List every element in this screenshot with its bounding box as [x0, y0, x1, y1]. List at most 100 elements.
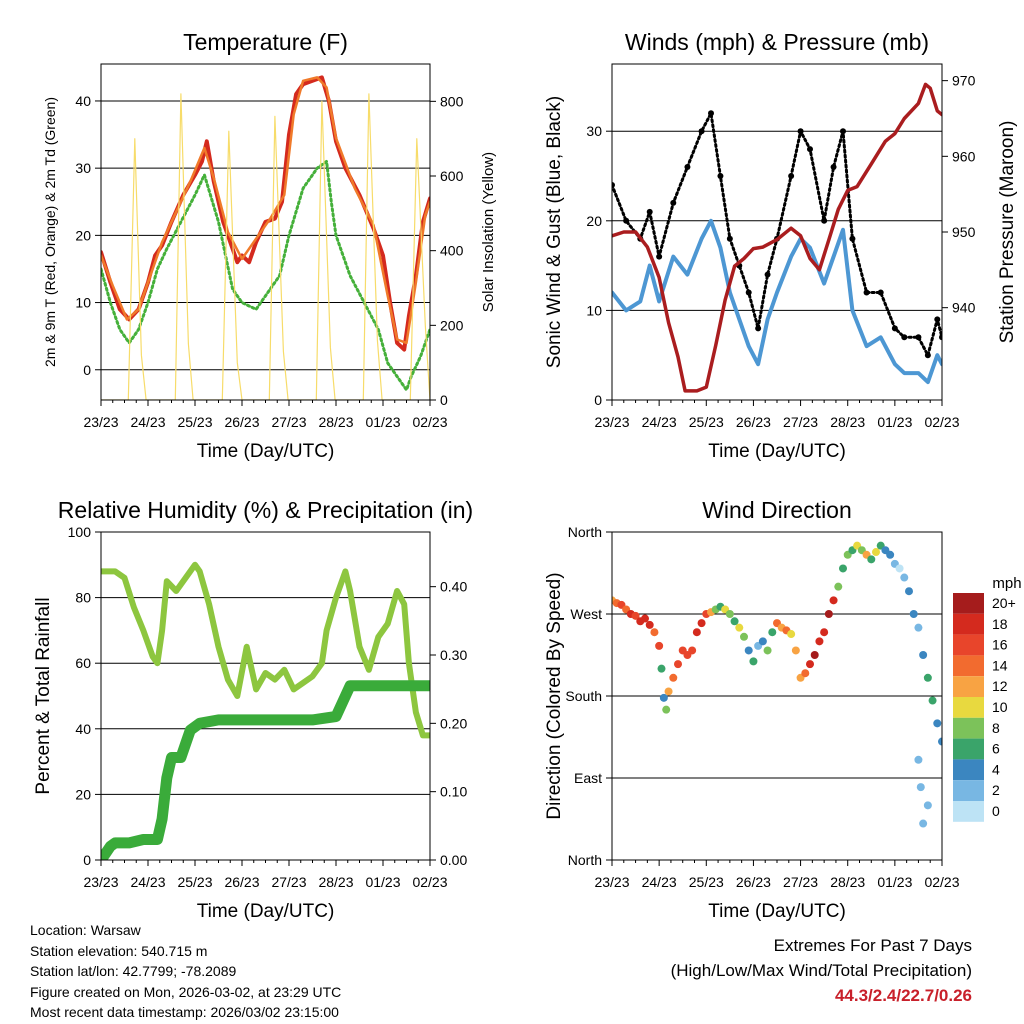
- direction-point: [758, 637, 767, 646]
- gust-point: [745, 289, 752, 296]
- gust-point: [807, 146, 813, 153]
- humidity-ytick-label: 80: [75, 590, 91, 606]
- direction-point: [662, 705, 671, 714]
- colorbar-label: 4: [992, 761, 1000, 777]
- humidity-ytick-right-label: 0.30: [440, 647, 467, 663]
- temperature-ytick-label: 40: [75, 93, 91, 109]
- gust-point: [877, 289, 884, 296]
- wind_direction-ytick-label: North: [568, 852, 602, 868]
- direction-point: [787, 630, 796, 639]
- direction-point: [688, 646, 697, 655]
- gust-point: [717, 173, 724, 179]
- direction-point: [839, 564, 847, 573]
- wind_direction-xtick-label: 02/23: [924, 874, 959, 890]
- temperature-ytick-label: 20: [75, 227, 91, 243]
- wind_direction-ylabel: Direction (Colored By Speed): [544, 572, 565, 819]
- humidity-ytick-right-label: 0.10: [440, 784, 467, 800]
- direction-point: [919, 819, 928, 828]
- temperature-series-2m-td: [101, 159, 430, 392]
- colorbar-label: 10: [992, 699, 1008, 715]
- figure-created: Figure created on Mon, 2026-03-02, at 23…: [30, 983, 342, 1000]
- temperature-plot-area: [101, 75, 430, 400]
- gust-point: [698, 128, 705, 135]
- humidity-series-relative-humidity: [101, 561, 430, 739]
- gust-point: [684, 164, 691, 171]
- gust-point: [646, 208, 653, 215]
- direction-point: [645, 620, 654, 629]
- direction-point: [895, 564, 904, 573]
- colorbar-label: 16: [992, 637, 1008, 653]
- winds-xtick-label: 28/23: [830, 414, 865, 430]
- temperature-ytick-right-label: 0: [440, 392, 448, 408]
- extremes-panel: Extremes For Past 7 Days (High/Low/Max W…: [671, 933, 972, 1008]
- gust-point: [830, 164, 837, 171]
- extremes-subtitle: (High/Low/Max Wind/Total Precipitation): [670, 961, 972, 980]
- winds-chart: Winds (mph) & Pressure (mb) 0 10 20 30 940 950…: [544, 29, 1018, 462]
- wind_direction-xtick-label: 24/23: [642, 874, 677, 890]
- winds-xlabel: Time (Day/UTC): [708, 441, 846, 462]
- direction-point: [641, 614, 649, 623]
- temperature-xtick-label: 25/23: [177, 414, 212, 430]
- winds-xtick-label: 02/23: [924, 414, 959, 430]
- colorbar-swatch: [953, 634, 984, 656]
- colorbar-label: 8: [992, 720, 1000, 736]
- winds-xtick-label: 24/23: [642, 414, 677, 430]
- humidity-ytick-label: 100: [68, 524, 92, 540]
- colorbar-label: 0: [992, 803, 1000, 819]
- winds-ytick-right-label: 940: [952, 300, 976, 316]
- direction-point: [659, 693, 668, 702]
- direction-point: [655, 641, 664, 650]
- gust-point: [726, 235, 733, 242]
- wind_direction-xtick-label: 28/23: [830, 874, 865, 890]
- colorbar-label: 12: [992, 678, 1008, 694]
- humidity-plot-area: [101, 561, 430, 860]
- gust-point: [939, 334, 942, 341]
- direction-point: [829, 596, 838, 605]
- colorbar-swatch: [953, 676, 984, 697]
- colorbar-swatch: [953, 759, 984, 781]
- wind_direction-frame: [611, 531, 943, 861]
- direction-point: [791, 646, 800, 655]
- winds-ytick-right-label: 950: [952, 224, 976, 240]
- winds-xtick-label: 25/23: [689, 414, 724, 430]
- winds-ylabel: Sonic Wind & Gust (Blue, Black): [544, 96, 565, 368]
- humidity-xtick-label: 28/23: [318, 874, 353, 890]
- temperature-xtick-label: 26/23: [224, 414, 259, 430]
- direction-point: [674, 660, 682, 669]
- colorbar-label: 2: [992, 782, 1000, 798]
- wind_direction-plot-area: [612, 541, 942, 828]
- colorbar-swatch: [953, 717, 984, 739]
- temperature-ytick-right-label: 400: [440, 243, 464, 259]
- wind_direction-xtick-label: 01/23: [877, 874, 912, 890]
- temperature-ytick-right-label: 600: [440, 168, 464, 184]
- direction-point: [815, 637, 824, 646]
- gust-point: [656, 253, 663, 260]
- winds-frame: [611, 63, 943, 401]
- direction-point: [657, 664, 666, 673]
- direction-point: [664, 687, 673, 696]
- temperature-xtick-label: 28/23: [318, 414, 353, 430]
- direction-point: [914, 623, 923, 632]
- recent-timestamp: Most recent data timestamp: 2026/03/02 2…: [30, 1004, 339, 1020]
- direction-point: [744, 646, 753, 655]
- humidity-ytick-label: 0: [83, 852, 91, 868]
- direction-point: [763, 646, 772, 655]
- temperature-series-2m-t: [101, 75, 430, 352]
- direction-point: [806, 660, 814, 669]
- station-location: Location: Warsaw: [30, 922, 141, 938]
- wind_direction-xlabel: Time (Day/UTC): [708, 901, 846, 922]
- colorbar-swatch: [953, 593, 984, 614]
- winds-ytick-right-label: 960: [952, 148, 976, 164]
- gust-point: [915, 334, 922, 341]
- humidity-xtick-label: 01/23: [365, 874, 400, 890]
- winds-xtick-label: 27/23: [783, 414, 818, 430]
- humidity-frame: [100, 531, 431, 861]
- direction-point: [824, 610, 833, 618]
- colorbar-title: mph: [992, 575, 1021, 592]
- humidity-xtick-label: 23/23: [83, 874, 118, 890]
- wind_direction-ytick-label: South: [565, 688, 602, 704]
- extremes-values: 44.3/2.4/22.7/0.26: [834, 986, 972, 1005]
- station-info: Location: Warsaw Station elevation: 540.…: [30, 920, 341, 1023]
- colorbar-label: 14: [992, 657, 1008, 673]
